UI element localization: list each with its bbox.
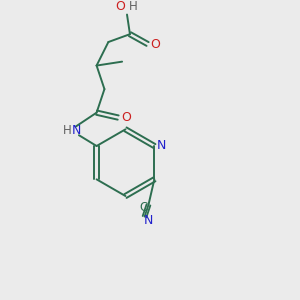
- Text: H: H: [128, 0, 137, 13]
- Text: O: O: [121, 111, 131, 124]
- Text: N: N: [144, 214, 153, 227]
- Text: O: O: [151, 38, 160, 52]
- Text: O: O: [115, 0, 125, 13]
- Text: H: H: [63, 124, 71, 137]
- Text: N: N: [71, 124, 81, 137]
- Text: N: N: [157, 140, 166, 152]
- Text: C: C: [140, 201, 148, 214]
